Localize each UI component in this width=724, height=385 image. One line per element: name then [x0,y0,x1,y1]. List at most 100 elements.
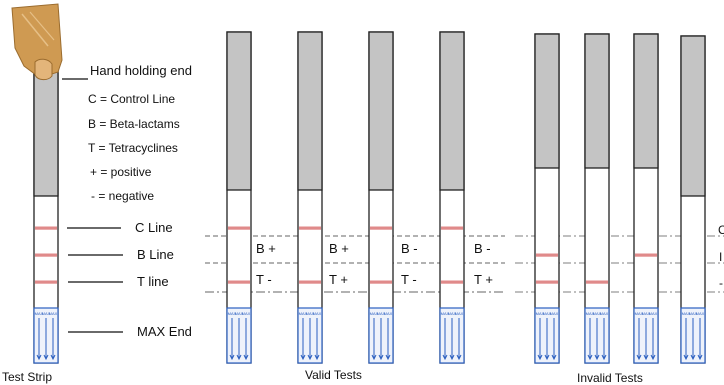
reaction-line [586,280,608,284]
legend-hand-holding-end: Hand holding end [90,63,192,78]
max-arrow-head [697,354,703,361]
max-arrow-head [537,354,543,361]
edge-label-c: C [718,223,724,237]
max-arrow-text: MAX [635,311,644,316]
max-arrow-text: MAX [49,311,58,316]
max-arrow-text: MAX [448,311,457,316]
max-arrow-head [243,354,249,361]
reaction-line [35,280,57,284]
max-arrow-head [587,354,593,361]
max-arrow-head [229,354,235,361]
strip-handle-area [584,33,610,169]
reaction-line [441,280,463,284]
strip-handle-area [534,33,560,169]
max-arrow-text: MAX [242,311,251,316]
max-arrow-text: MAX [455,311,464,316]
max-arrow-head [385,354,391,361]
max-arrow-text: MAX [543,311,552,316]
strip-handle-area [439,31,465,191]
max-arrow-head [378,354,384,361]
reaction-line [536,253,558,257]
max-arrow-head [300,354,306,361]
max-arrow-head [43,354,49,361]
t-line-label: T line [137,274,169,289]
valid-4-b-result: B - [474,241,491,256]
legend-tetra: T = Tetracyclines [88,141,178,155]
max-arrow-head [683,354,689,361]
invalid-edge-labels: C I - [718,223,724,290]
max-arrow-text: MAX [384,311,393,316]
max-arrow-head [449,354,455,361]
valid-3-t-result: T - [401,272,417,287]
valid-4-t-result: T + [474,272,493,287]
reaction-line [35,226,57,230]
max-arrow-head [544,354,550,361]
max-arrow-head [314,354,320,361]
legend-negative: - = negative [91,189,154,203]
legend-control: C = Control Line [88,92,175,106]
max-arrow-text: MAX [441,311,450,316]
b-line-label: B Line [137,247,174,262]
max-arrow-head [551,354,557,361]
max-arrow-head [50,354,56,361]
max-arrow-text: MAX [696,311,705,316]
max-end-label: MAX End [137,324,192,339]
zone-labels: C Line B Line T line MAX End [67,220,192,339]
captions: Test Strip Valid Tests Invalid Tests [2,368,643,385]
max-arrow-text: MAX [42,311,51,316]
max-arrow-text: MAX [689,311,698,316]
max-arrow-head [36,354,42,361]
max-arrow-text: MAX [642,311,651,316]
strip-handle-area [680,35,706,197]
reaction-line [635,253,657,257]
max-arrow-text: MAX [536,311,545,316]
max-arrow-head [643,354,649,361]
max-arrow-head [650,354,656,361]
reaction-line [299,280,321,284]
strip-handle-area [33,61,59,197]
valid-3-b-result: B - [401,241,418,256]
legend-positive: + = positive [90,165,152,179]
max-arrow-head [636,354,642,361]
caption-valid-tests: Valid Tests [305,368,362,382]
max-arrow-text: MAX [600,311,609,316]
max-arrow-text: MAX [682,311,691,316]
max-arrow-text: MAX [299,311,308,316]
max-arrow-head [371,354,377,361]
strip-handle-area [633,33,659,169]
legend-beta: B = Beta-lactams [88,117,180,131]
reaction-line [299,226,321,230]
max-arrow-head [307,354,313,361]
caption-invalid-tests: Invalid Tests [577,371,643,385]
strip-handle-area [297,31,323,191]
max-arrow-head [601,354,607,361]
reaction-line [536,280,558,284]
max-arrow-head [594,354,600,361]
max-arrow-text: MAX [313,311,322,316]
strip-handle-area [368,31,394,191]
max-arrow-text: MAX [593,311,602,316]
reaction-line [441,226,463,230]
strip-handle-area [226,31,252,191]
max-arrow-text: MAX [228,311,237,316]
max-arrow-head [456,354,462,361]
max-arrow-text: MAX [649,311,658,316]
edge-label-dash: - [719,276,723,290]
reaction-line [228,226,250,230]
valid-1-b-result: B + [256,241,276,256]
